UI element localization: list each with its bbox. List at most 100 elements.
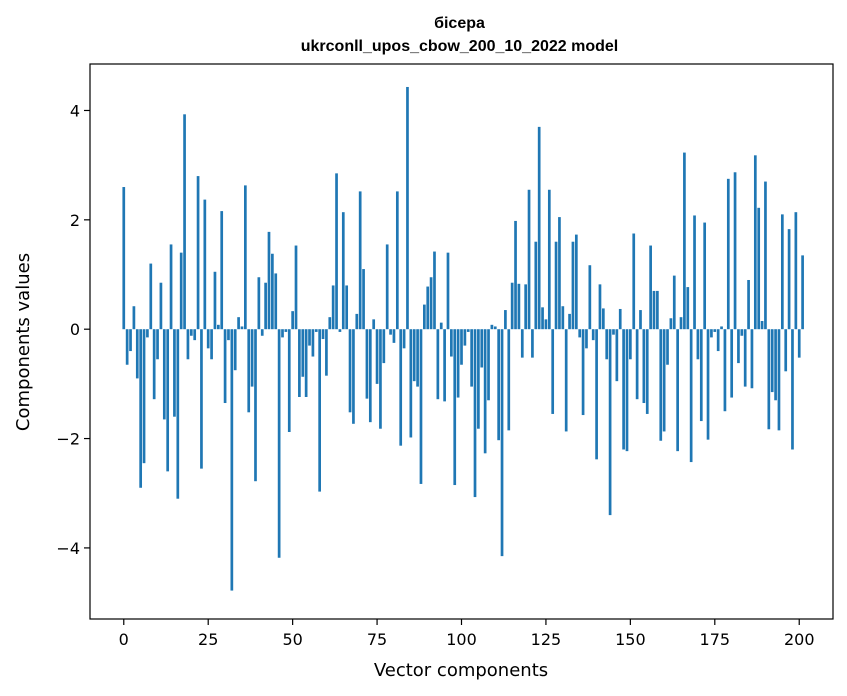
bar [132,306,136,330]
bar [578,329,582,338]
bar [392,329,396,343]
bar [250,329,254,387]
bar [129,329,132,352]
bar [686,287,690,330]
bar [480,329,484,368]
x-tick-label: 200 [784,630,815,649]
bar [335,173,338,330]
bar [429,277,433,330]
bar [737,329,740,364]
bar [601,308,605,330]
bar [406,86,409,330]
bar [162,329,166,420]
y-axis-label: Components values [13,253,34,431]
bar [612,329,615,335]
bar [183,114,186,330]
bar [298,329,301,397]
bar [740,329,744,336]
bar [561,306,565,330]
bar [368,329,372,423]
bar [483,329,487,454]
bar [142,329,146,464]
bar [733,172,737,330]
x-axis-label: Vector components [374,660,548,681]
bar [341,212,345,330]
bar [203,199,207,330]
bar [446,252,450,330]
bar [375,329,379,384]
bar [122,187,126,330]
bar [659,329,663,441]
bars-group [122,86,804,591]
bar [622,329,625,450]
bar [264,282,267,330]
bar [291,311,294,330]
bar [723,329,727,412]
bar [402,329,406,349]
bar [244,185,247,330]
bar [760,321,764,330]
bar [338,329,342,332]
bar [726,178,730,330]
bar [466,329,470,332]
bar [470,329,473,387]
bar [409,329,413,438]
bar [564,329,568,432]
bar [294,245,298,330]
bar [608,329,612,516]
bar [554,241,558,330]
bar [767,329,771,430]
bar [426,286,430,330]
y-tick-label: 2 [70,211,80,230]
bar [706,329,710,440]
bar [764,181,767,330]
bar [230,329,234,591]
bar [510,282,514,330]
bar [271,253,274,330]
bar [524,284,528,330]
bar [379,329,382,429]
bar [382,329,386,364]
bar [348,329,352,413]
chart-title: бісера ukrconll_upos_cbow_200_10_2022 mo… [301,15,618,55]
bar [770,329,774,393]
bar [787,229,791,330]
bar [490,324,494,330]
bar [777,329,781,431]
x-tick-label: 150 [615,630,646,649]
plot-area-frame [89,63,834,620]
bar [156,329,159,360]
bar [284,329,288,332]
bar [233,329,237,371]
bar [419,329,423,484]
bar [125,329,129,365]
bar [227,329,230,341]
chart-title-line-1: бісера [434,15,485,32]
bar [416,329,419,387]
x-tick-label: 0 [119,630,129,649]
bar [676,329,679,452]
bar [588,265,592,330]
bar [598,284,602,330]
bar [747,279,750,330]
bar [774,329,777,401]
bar [166,329,170,472]
bar [260,329,264,336]
bar [318,329,321,492]
bar [308,329,311,346]
bar [223,329,227,404]
bar [152,329,156,400]
bar [689,329,693,463]
bar [463,329,467,346]
x-tick-label: 25 [198,630,218,649]
bar [571,241,575,330]
bar [423,304,426,330]
bar [352,329,355,424]
bar [274,273,278,330]
bar [649,245,652,330]
y-tick-label: −2 [56,430,80,449]
bar [257,277,261,330]
bar [395,191,399,330]
bar [135,329,139,379]
bar [456,329,460,398]
